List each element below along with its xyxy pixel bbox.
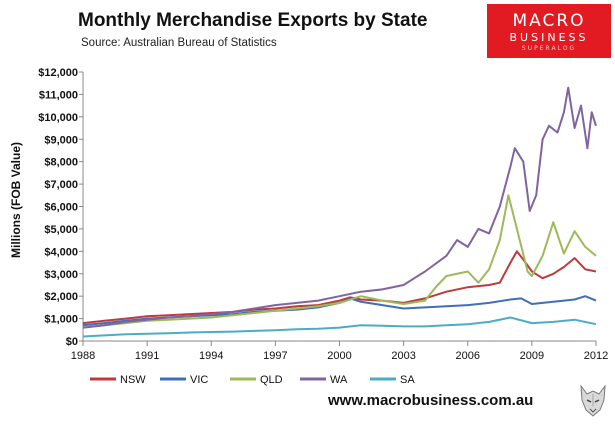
x-tick-label: 2000 bbox=[327, 350, 351, 362]
y-tick-label: $0 bbox=[66, 336, 78, 348]
y-tick-label: $9,000 bbox=[44, 134, 78, 146]
y-tick-label: $10,000 bbox=[38, 112, 78, 124]
x-tick-label: 2006 bbox=[456, 350, 480, 362]
website-url: www.macrobusiness.com.au bbox=[328, 392, 534, 409]
logo-line-2: BUSINESS bbox=[509, 31, 589, 44]
y-axis-label: Millions (FOB Value) bbox=[9, 142, 23, 258]
series-line-nsw bbox=[82, 250, 597, 325]
y-tick-label: $4,000 bbox=[44, 246, 78, 258]
series-line-wa bbox=[82, 86, 597, 329]
series-line-qld bbox=[82, 194, 597, 329]
chart-title: Monthly Merchandise Exports by State bbox=[78, 10, 428, 31]
y-tick-label: $7,000 bbox=[44, 179, 78, 191]
y-tick-label: $5,000 bbox=[44, 224, 78, 236]
y-tick-label: $2,000 bbox=[44, 291, 78, 303]
legend-label: SA bbox=[400, 374, 415, 386]
wolf-head-icon bbox=[580, 384, 606, 417]
series-lines bbox=[82, 86, 597, 338]
logo-line-3: SUPERALOG bbox=[521, 45, 577, 52]
y-tick-label: $1,000 bbox=[44, 314, 78, 326]
y-tick-label: $3,000 bbox=[44, 269, 78, 281]
y-tick-label: $11,000 bbox=[39, 89, 78, 101]
legend-label: VIC bbox=[190, 374, 208, 386]
series-line-sa bbox=[82, 316, 597, 338]
x-tick-label: 1997 bbox=[263, 350, 287, 362]
chart-source: Source: Australian Bureau of Statistics bbox=[81, 37, 277, 49]
legend-label: WA bbox=[330, 374, 348, 386]
legend: NSW VIC QLD WA SA bbox=[90, 374, 415, 386]
x-tick-label: 1988 bbox=[71, 350, 95, 362]
legend-label: QLD bbox=[260, 374, 283, 386]
y-axis-ticks: $0 $1,000 $2,000 $3,000 $4,000 $5,000 $6,000 $7… bbox=[38, 67, 83, 348]
y-tick-label: $12,000 bbox=[38, 67, 78, 79]
x-tick-label: 1991 bbox=[135, 350, 159, 362]
x-tick-label: 2009 bbox=[520, 350, 544, 362]
legend-label: NSW bbox=[120, 374, 146, 386]
x-tick-label: 1994 bbox=[199, 350, 223, 362]
x-tick-label: 2012 bbox=[584, 350, 608, 362]
macrobusiness-logo: MACRO BUSINESS SUPERALOG bbox=[487, 4, 611, 58]
y-tick-label: $8,000 bbox=[44, 157, 78, 169]
x-tick-label: 2003 bbox=[391, 350, 415, 362]
x-axis-ticks: 1988 1991 1994 1997 2000 2003 2006 2009 2012 bbox=[71, 341, 608, 362]
logo-line-1: MACRO bbox=[512, 11, 586, 31]
y-tick-label: $6,000 bbox=[44, 202, 78, 214]
